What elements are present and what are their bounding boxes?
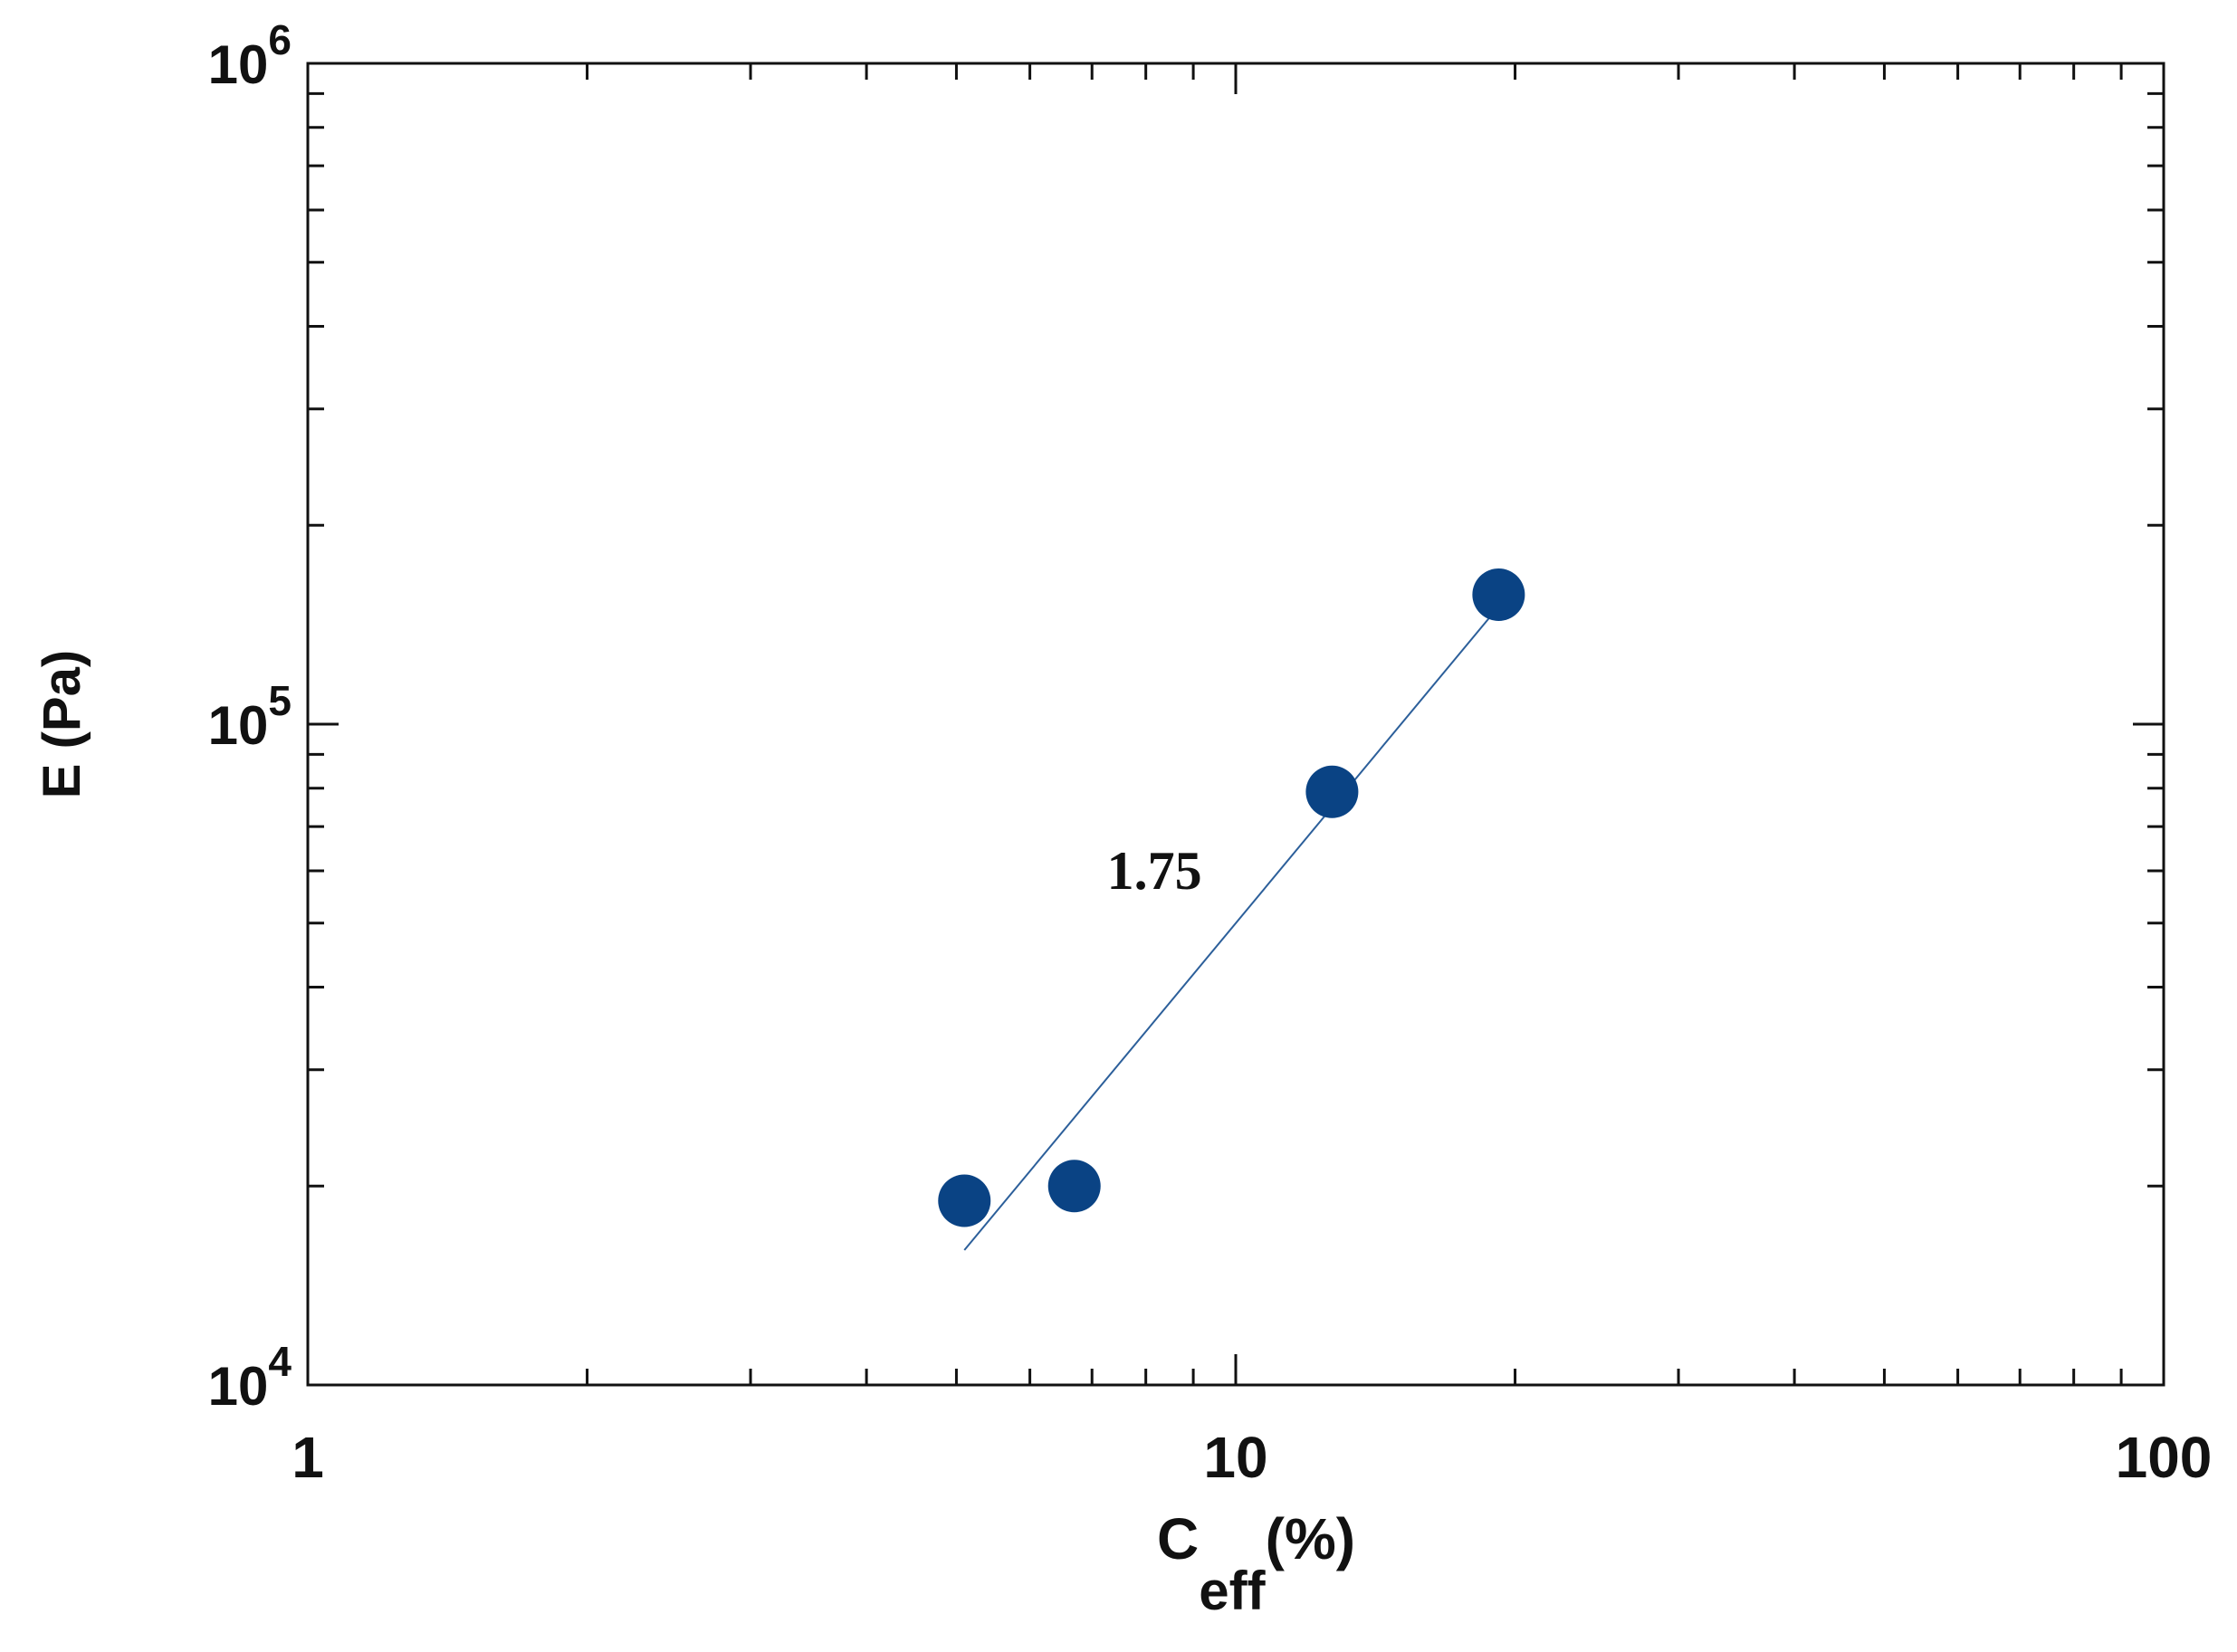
x-axis-label-suffix: (%) bbox=[1266, 1506, 1356, 1571]
data-point bbox=[1047, 1160, 1101, 1213]
x-tick-label: 10 bbox=[1203, 1425, 1267, 1490]
x-tick-label: 1 bbox=[292, 1425, 324, 1490]
x-tick-labels: 1 10 100 bbox=[292, 1425, 2212, 1490]
y-tick-labels: 104 105 106 bbox=[208, 16, 292, 1417]
y-axis-label: E (Pa) bbox=[33, 650, 91, 798]
y-tick-label: 104 bbox=[208, 1338, 292, 1417]
data-points bbox=[938, 568, 1525, 1227]
major-ticks bbox=[306, 62, 2165, 1387]
slope-annotation: 1.75 bbox=[1107, 841, 1202, 901]
data-point bbox=[938, 1174, 991, 1227]
data-point bbox=[1305, 765, 1359, 818]
y-tick-label: 105 bbox=[208, 677, 292, 756]
x-axis-label-main: C bbox=[1157, 1506, 1199, 1571]
x-axis-label: Ceff(%) bbox=[1157, 1506, 1355, 1621]
x-tick-label: 100 bbox=[2116, 1425, 2213, 1490]
minor-ticks bbox=[308, 63, 2164, 1385]
data-point bbox=[1472, 568, 1525, 621]
y-tick-label: 106 bbox=[208, 16, 292, 95]
plot-frame bbox=[306, 62, 2165, 1387]
x-axis-label-subscript: eff bbox=[1199, 1561, 1266, 1621]
fit-line bbox=[963, 611, 1496, 1251]
